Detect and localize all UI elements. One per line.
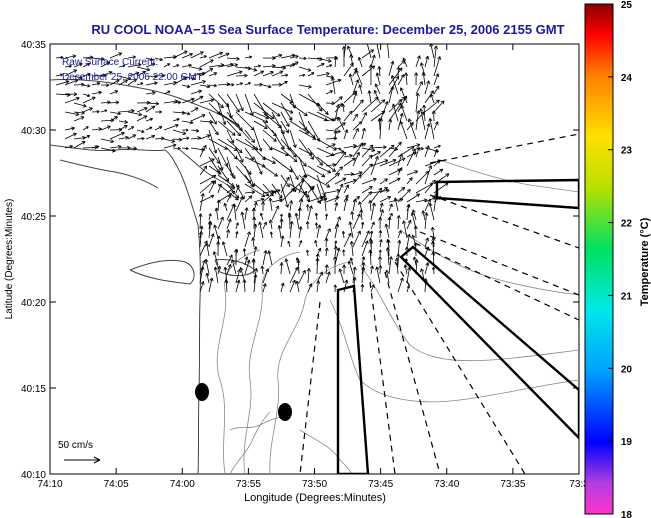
colorbar-tick-label: 24 xyxy=(621,73,633,84)
x-tick-label: 73:3 xyxy=(569,479,589,490)
map-title: RU COOL NOAA−15 Sea Surface Temperature:… xyxy=(91,22,565,37)
station-markers xyxy=(195,383,292,421)
colorbar-tick-label: 18 xyxy=(621,510,633,518)
y-tick-label: 40:30 xyxy=(21,126,46,137)
colorbar-ticks: 25 24 23 22 21 20 19 18 xyxy=(608,0,632,518)
y-tick-label: 40:25 xyxy=(21,212,46,223)
colorbar-tick-label: 25 xyxy=(621,0,633,11)
colorbar xyxy=(584,3,614,515)
surface-current-vectors xyxy=(55,44,450,293)
colorbar-tick-label: 20 xyxy=(621,364,633,375)
overlay-label: Raw Surface Current: xyxy=(62,57,158,68)
plot-frame xyxy=(49,43,580,475)
y-axis-label: Latitude (Degrees:Minutes) xyxy=(4,199,15,320)
x-tick-label: 74:10 xyxy=(37,479,62,490)
x-tick-label: 73:45 xyxy=(368,479,393,490)
scale-arrow-icon xyxy=(64,456,101,464)
x-tick-label: 73:35 xyxy=(500,479,525,490)
colorbar-tick-label: 23 xyxy=(621,146,633,157)
x-tick-label: 73:50 xyxy=(302,479,327,490)
y-tick-label: 40:20 xyxy=(21,298,46,309)
y-axis-ticks: 40:35 40:30 40:25 40:20 40:15 40:10 xyxy=(21,40,579,481)
x-tick-label: 73:55 xyxy=(236,479,261,490)
station-marker-west xyxy=(195,383,209,401)
x-tick-label: 74:00 xyxy=(170,479,195,490)
colorbar-label: Temperature (°C) xyxy=(639,217,651,306)
x-axis-label: Longitude (Degrees:Minutes) xyxy=(244,492,386,504)
overlay-timestamp: December 25, 2006 22:00 GMT xyxy=(62,72,203,83)
y-tick-label: 40:35 xyxy=(21,40,46,51)
colorbar-tick-label: 19 xyxy=(621,437,633,448)
sampling-wedges xyxy=(299,133,579,474)
x-tick-label: 74:05 xyxy=(104,479,129,490)
colorbar-tick-label: 21 xyxy=(621,291,633,302)
y-tick-label: 40:15 xyxy=(21,384,46,395)
y-tick-label: 40:10 xyxy=(21,470,46,481)
x-axis-ticks: 74:10 74:05 74:00 73:55 73:50 73:45 73:40 73:35… xyxy=(37,44,589,490)
colorbar-tick-label: 22 xyxy=(621,219,633,230)
scale-label: 50 cm/s xyxy=(58,440,93,451)
station-marker-east xyxy=(278,403,292,421)
x-tick-label: 73:40 xyxy=(434,479,459,490)
